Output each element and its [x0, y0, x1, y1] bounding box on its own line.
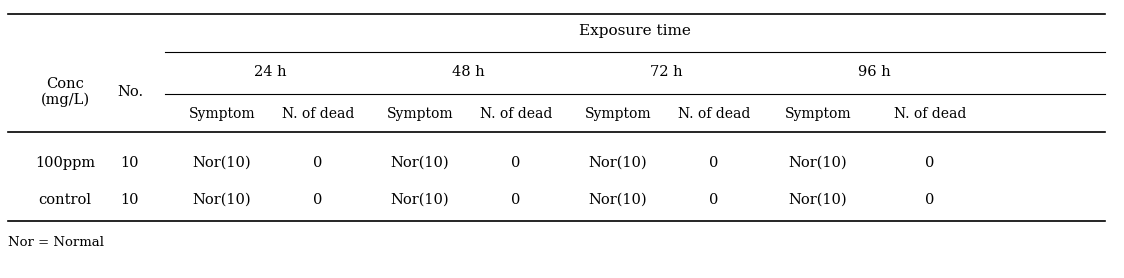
Text: 0: 0	[925, 156, 935, 170]
Text: 96 h: 96 h	[858, 65, 890, 79]
Text: N. of dead: N. of dead	[480, 107, 552, 121]
Text: Conc
(mg/L): Conc (mg/L)	[40, 77, 90, 107]
Text: 72 h: 72 h	[650, 65, 682, 79]
Text: Nor = Normal: Nor = Normal	[8, 237, 105, 249]
Text: control: control	[38, 193, 91, 207]
Text: Nor(10): Nor(10)	[192, 193, 252, 207]
Text: Symptom: Symptom	[785, 107, 851, 121]
Text: Nor(10): Nor(10)	[589, 156, 647, 170]
Text: Symptom: Symptom	[189, 107, 255, 121]
Text: 0: 0	[314, 193, 323, 207]
Text: Nor(10): Nor(10)	[391, 156, 450, 170]
Text: No.: No.	[117, 85, 143, 99]
Text: Exposure time: Exposure time	[579, 24, 691, 38]
Text: Nor(10): Nor(10)	[391, 193, 450, 207]
Text: Symptom: Symptom	[584, 107, 651, 121]
Text: Nor(10): Nor(10)	[589, 193, 647, 207]
Text: 0: 0	[709, 193, 718, 207]
Text: 0: 0	[511, 156, 520, 170]
Text: N. of dead: N. of dead	[282, 107, 354, 121]
Text: 0: 0	[314, 156, 323, 170]
Text: N. of dead: N. of dead	[894, 107, 967, 121]
Text: Nor(10): Nor(10)	[789, 156, 847, 170]
Text: 48 h: 48 h	[452, 65, 484, 79]
Text: 0: 0	[511, 193, 520, 207]
Text: Nor(10): Nor(10)	[192, 156, 252, 170]
Text: N. of dead: N. of dead	[678, 107, 750, 121]
Text: 100ppm: 100ppm	[35, 156, 96, 170]
Text: 10: 10	[120, 156, 139, 170]
Text: 10: 10	[120, 193, 139, 207]
Text: 0: 0	[709, 156, 718, 170]
Text: Symptom: Symptom	[387, 107, 453, 121]
Text: 24 h: 24 h	[254, 65, 287, 79]
Text: Nor(10): Nor(10)	[789, 193, 847, 207]
Text: 0: 0	[925, 193, 935, 207]
